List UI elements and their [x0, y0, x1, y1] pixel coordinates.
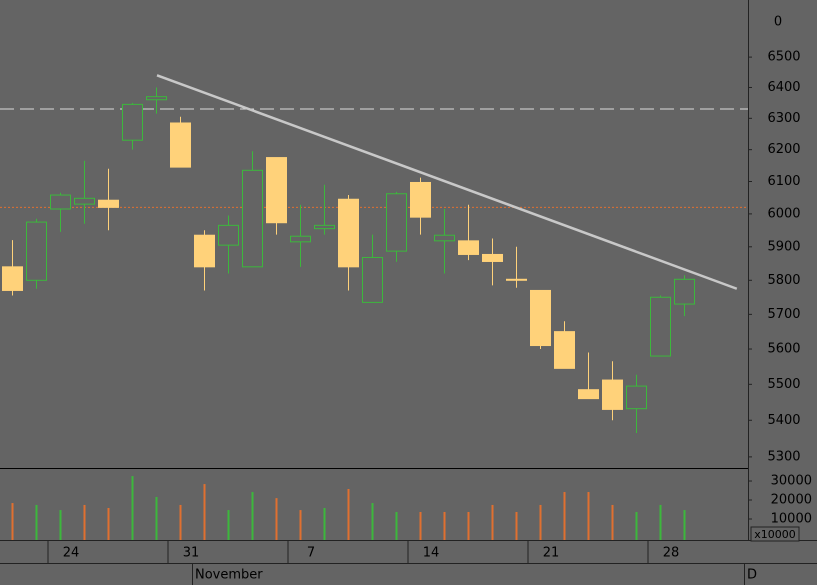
y-tick-label: 5600: [767, 342, 800, 357]
volume-tick-label: 20000: [771, 493, 812, 508]
y-tick-label: 5300: [767, 449, 800, 464]
candle-body: [362, 256, 383, 303]
y-tick-label: 6000: [767, 206, 800, 221]
y-tick-label: 5400: [767, 413, 800, 428]
candle-body: [458, 240, 479, 255]
candle-body: [554, 331, 575, 369]
y-tick-label: 5500: [767, 377, 800, 392]
y-tick-label: 6300: [767, 111, 800, 126]
candle-body: [218, 224, 239, 246]
unit-box: [750, 526, 800, 542]
candle-body: [338, 198, 359, 268]
y-tick-label: 6100: [767, 174, 800, 189]
y-tick-label: 5800: [767, 273, 800, 288]
candle-body: [410, 181, 431, 218]
x-tick-label: 21: [543, 546, 560, 561]
candle-body: [650, 296, 671, 357]
candle-body: [530, 289, 551, 347]
x-tick-label: 14: [423, 546, 440, 561]
indicator-tick-label: 0: [774, 15, 782, 30]
candle-body: [26, 221, 47, 281]
candle-body: [242, 169, 263, 268]
trendline: [156, 74, 738, 290]
candle-body: [170, 122, 191, 168]
x-tick-label: 31: [183, 546, 200, 561]
month-label: D: [747, 568, 757, 583]
volume-tick-label: 10000: [771, 512, 812, 527]
candle-body: [602, 379, 623, 410]
candle-body: [482, 253, 503, 262]
candle-body: [74, 197, 95, 205]
candle-body: [122, 103, 143, 141]
y-tick-label: 6200: [767, 142, 800, 157]
y-tick-label: 5700: [767, 307, 800, 322]
candle-body: [314, 224, 335, 230]
candle-body: [2, 266, 23, 291]
candle-body: [194, 234, 215, 268]
candle-body: [98, 199, 119, 208]
candle-body: [626, 385, 647, 410]
candle-body: [434, 234, 455, 242]
candle-body: [578, 389, 599, 400]
volume-tick-label: 30000: [771, 474, 812, 489]
volume-unit: x10000: [754, 528, 796, 541]
candle-body: [266, 157, 287, 224]
candle-body: [290, 235, 311, 243]
candle-body: [506, 278, 527, 281]
y-tick-label: 6500: [767, 50, 800, 65]
candle-body: [146, 96, 167, 101]
y-tick-label: 5900: [767, 239, 800, 254]
x-tick-label: 7: [307, 546, 315, 561]
candle-body: [674, 278, 695, 305]
candle-body: [386, 193, 407, 252]
x-tick-label: 24: [63, 546, 80, 561]
x-tick-label: 28: [663, 546, 680, 561]
month-label: November: [195, 568, 263, 583]
y-tick-label: 6400: [767, 80, 800, 95]
candle-body: [50, 194, 71, 210]
